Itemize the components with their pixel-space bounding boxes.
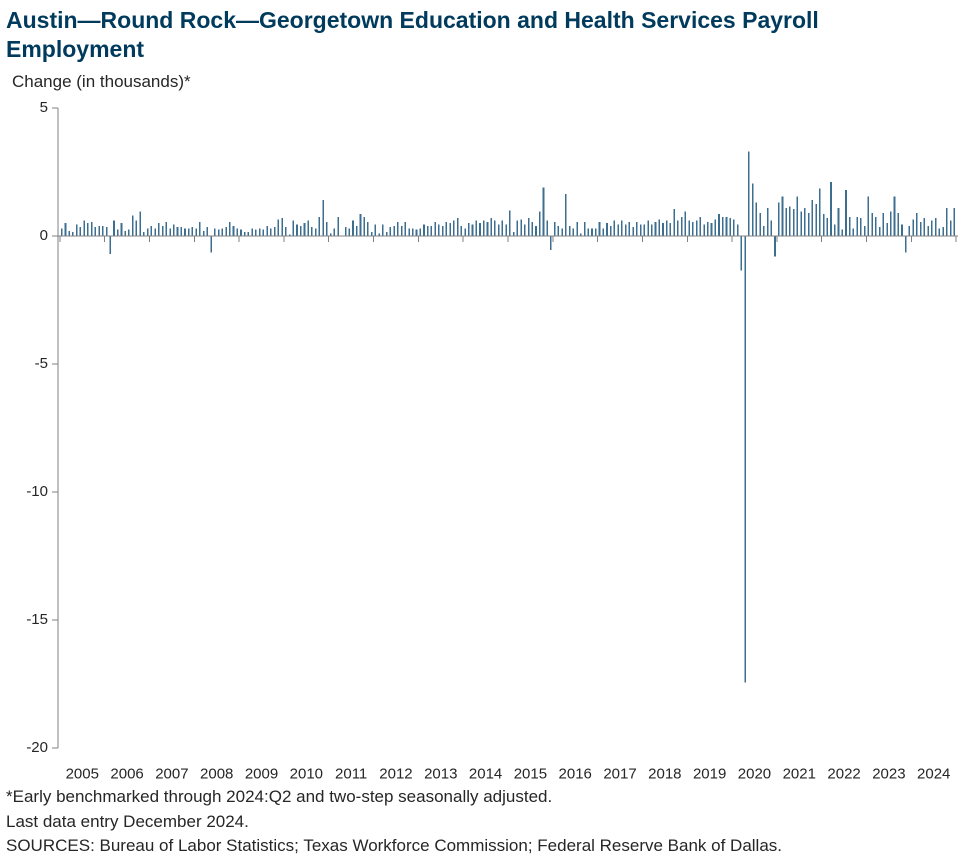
svg-text:2012: 2012 bbox=[379, 765, 412, 782]
svg-text:2007: 2007 bbox=[155, 765, 188, 782]
svg-text:2023: 2023 bbox=[872, 765, 905, 782]
svg-text:2018: 2018 bbox=[648, 765, 681, 782]
svg-text:5: 5 bbox=[40, 99, 48, 116]
footnote-line-2: Last data entry December 2024. bbox=[6, 810, 782, 835]
chart-svg: -20 -15 -10 -5 0 5 2005 2006 2007 2008 2009 2010 201… bbox=[0, 0, 977, 864]
footnote-block: *Early benchmarked through 2024:Q2 and t… bbox=[6, 785, 782, 859]
footnote-line-1: *Early benchmarked through 2024:Q2 and t… bbox=[6, 785, 782, 810]
svg-text:2005: 2005 bbox=[66, 765, 99, 782]
footnote-line-3: SOURCES: Bureau of Labor Statistics; Tex… bbox=[6, 834, 782, 859]
svg-text:2008: 2008 bbox=[200, 765, 233, 782]
svg-text:2022: 2022 bbox=[827, 765, 860, 782]
svg-text:2020: 2020 bbox=[738, 765, 771, 782]
svg-text:2006: 2006 bbox=[110, 765, 143, 782]
svg-text:-10: -10 bbox=[26, 483, 48, 500]
svg-text:2009: 2009 bbox=[245, 765, 278, 782]
svg-text:2015: 2015 bbox=[514, 765, 547, 782]
svg-text:2013: 2013 bbox=[424, 765, 457, 782]
svg-text:2011: 2011 bbox=[335, 765, 367, 782]
svg-text:2010: 2010 bbox=[290, 765, 323, 782]
svg-text:-5: -5 bbox=[35, 355, 48, 372]
svg-text:2014: 2014 bbox=[469, 765, 502, 782]
svg-text:2017: 2017 bbox=[603, 765, 636, 782]
bar-chart: -20 -15 -10 -5 0 5 2005 2006 2007 2008 2009 2010 201… bbox=[0, 0, 977, 864]
svg-text:2016: 2016 bbox=[559, 765, 592, 782]
svg-text:0: 0 bbox=[40, 227, 48, 244]
svg-text:-15: -15 bbox=[26, 611, 48, 628]
svg-text:2024: 2024 bbox=[917, 765, 950, 782]
svg-text:2019: 2019 bbox=[693, 765, 726, 782]
svg-text:-20: -20 bbox=[26, 739, 48, 756]
svg-text:2021: 2021 bbox=[783, 765, 816, 782]
